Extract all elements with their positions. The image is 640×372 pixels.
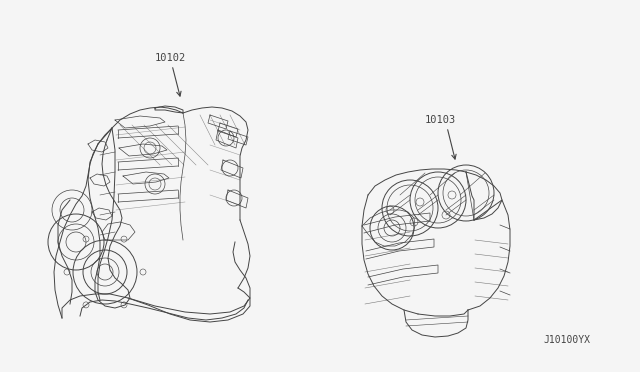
Text: 10103: 10103: [425, 115, 456, 125]
Text: 10102: 10102: [155, 53, 186, 63]
Text: J10100YX: J10100YX: [543, 335, 590, 345]
